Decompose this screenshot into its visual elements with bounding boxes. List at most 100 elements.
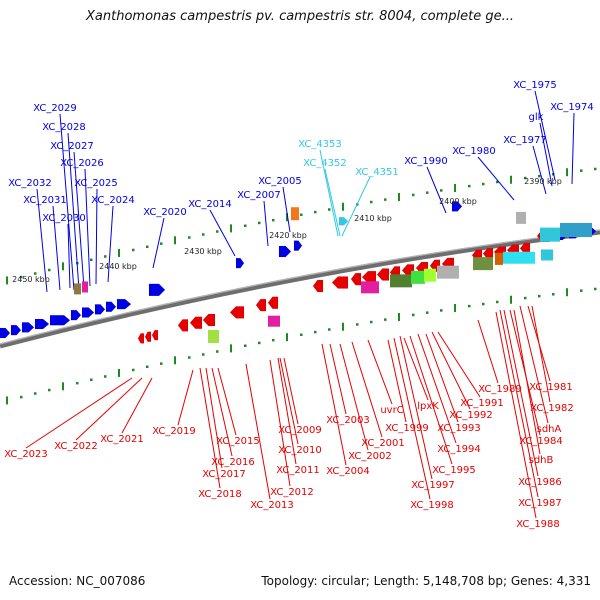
ruler-label-2430-kbp: 2430 kbp — [184, 247, 222, 256]
gene-label-xc-2002[interactable]: XC_2002 — [348, 451, 392, 462]
tick-mark — [440, 309, 443, 312]
leader-line — [417, 333, 457, 444]
forward-gene-arrow — [116, 298, 132, 310]
gene-label-xc-1980[interactable]: XC_1980 — [452, 146, 496, 157]
ruler-label-2450-kbp: 2450 kbp — [12, 275, 50, 284]
tick-mark — [202, 353, 205, 356]
tick-mark — [258, 341, 261, 345]
tick-mark — [216, 350, 219, 353]
tick-mark — [272, 338, 275, 342]
gene-label-xc-2016[interactable]: XC_2016 — [211, 457, 255, 468]
reverse-gene-arrow — [202, 313, 216, 327]
gene-label-xc-1994[interactable]: XC_1994 — [437, 444, 481, 455]
gene-label-xc-1982[interactable]: XC_1982 — [530, 403, 574, 414]
reverse-gene-arrow — [137, 333, 145, 344]
gene-label-xc-2007[interactable]: XC_2007 — [237, 190, 281, 201]
gene-label-xc-1993[interactable]: XC_1993 — [437, 423, 481, 434]
tick-mark — [412, 193, 415, 197]
gene-label-xc-2026[interactable]: XC_2026 — [60, 158, 104, 169]
tick-mark — [468, 304, 471, 308]
gene-label-xc-1981[interactable]: XC_1981 — [529, 382, 573, 393]
gene-label-xc-2012[interactable]: XC_2012 — [270, 487, 314, 498]
gene-label-xc-2032[interactable]: XC_2032 — [8, 178, 52, 189]
ruler-label-2420-kbp: 2420 kbp — [269, 231, 307, 240]
gene-label-xc-1987[interactable]: XC_1987 — [518, 498, 562, 509]
tick-mark — [566, 288, 568, 297]
leader-line — [324, 168, 341, 237]
gene-label-sdhb[interactable]: sdhB — [529, 455, 554, 466]
gene-label-xc-2019[interactable]: XC_2019 — [152, 426, 196, 437]
gene-label-xc-2022[interactable]: XC_2022 — [54, 441, 98, 452]
gene-label-xc-2017[interactable]: XC_2017 — [202, 469, 246, 480]
gene-label-xc-2029[interactable]: XC_2029 — [33, 103, 77, 114]
gene-label-xc-4353[interactable]: XC_4353 — [298, 139, 342, 150]
gene-label-xc-4352[interactable]: XC_4352 — [303, 158, 347, 169]
tick-mark — [454, 304, 456, 313]
leader-line — [499, 309, 539, 498]
gene-label-xc-1986[interactable]: XC_1986 — [518, 477, 562, 488]
gene-label-xc-1988[interactable]: XC_1988 — [516, 519, 560, 530]
gene-label-xc-1999[interactable]: XC_1999 — [385, 423, 429, 434]
gene-label-xc-1984[interactable]: XC_1984 — [519, 436, 563, 447]
gene-label-xc-1989[interactable]: XC_1989 — [478, 384, 522, 395]
gene-label-xc-2003[interactable]: XC_2003 — [326, 415, 370, 426]
tick-mark — [118, 368, 120, 377]
leader-line — [519, 305, 549, 424]
tick-mark — [20, 275, 23, 279]
gene-label-xc-2018[interactable]: XC_2018 — [198, 489, 242, 500]
gene-label-xc-2014[interactable]: XC_2014 — [188, 199, 232, 210]
gene-label-xc-1992[interactable]: XC_1992 — [449, 410, 493, 421]
gene-label-xc-2027[interactable]: XC_2027 — [50, 141, 94, 152]
gene-label-xc-2021[interactable]: XC_2021 — [100, 434, 144, 445]
gene-label-sdha[interactable]: sdhA — [537, 424, 562, 435]
tick-mark — [34, 272, 37, 275]
tick-mark — [272, 218, 275, 222]
gene-label-xc-2009[interactable]: XC_2009 — [278, 425, 322, 436]
gene-label-xc-1991[interactable]: XC_1991 — [460, 398, 504, 409]
gene-label-xc-2010[interactable]: XC_2010 — [278, 445, 322, 456]
tick-mark — [412, 313, 415, 317]
tick-mark — [174, 236, 176, 245]
tick-marks — [6, 167, 597, 405]
gene-label-xc-1977[interactable]: XC_1977 — [503, 135, 547, 146]
genome-summary-text: Topology: circular; Length: 5,148,708 bp… — [261, 574, 591, 588]
gene-label-xc-2011[interactable]: XC_2011 — [276, 465, 320, 476]
tick-mark — [482, 302, 485, 306]
gene-label-xc-1997[interactable]: XC_1997 — [411, 480, 455, 491]
gene-label-xc-2028[interactable]: XC_2028 — [42, 122, 86, 133]
tick-mark — [188, 236, 191, 239]
gene-label-xc-1975[interactable]: XC_1975 — [513, 80, 557, 91]
gene-label-uvrc[interactable]: uvrC — [380, 405, 403, 416]
gene-label-xc-1990[interactable]: XC_1990 — [404, 156, 448, 167]
gene-label-xc-2004[interactable]: XC_2004 — [326, 466, 370, 477]
leader-line — [495, 311, 537, 519]
tick-mark — [370, 320, 373, 324]
gene-label-xc-1995[interactable]: XC_1995 — [432, 465, 476, 476]
gene-label-xc-2005[interactable]: XC_2005 — [258, 176, 302, 187]
gene-label-xc-1998[interactable]: XC_1998 — [410, 500, 454, 511]
tick-mark — [286, 333, 288, 342]
gene-label-xc-2013[interactable]: XC_2013 — [250, 500, 294, 511]
gene-label-glk[interactable]: glk — [529, 112, 544, 123]
tick-mark — [496, 300, 499, 304]
gene-label-xc-2031[interactable]: XC_2031 — [23, 195, 67, 206]
gene-label-xc-2020[interactable]: XC_2020 — [143, 207, 187, 218]
gene-label-xc-2024[interactable]: XC_2024 — [91, 195, 135, 206]
leader-line — [437, 331, 481, 398]
gene-label-xc-2023[interactable]: XC_2023 — [4, 449, 48, 460]
gene-label-xc-2025[interactable]: XC_2025 — [74, 178, 118, 189]
tick-mark — [426, 191, 429, 194]
gene-label-xc-2015[interactable]: XC_2015 — [216, 436, 260, 447]
leader-line — [532, 145, 547, 195]
gene-label-xc-2001[interactable]: XC_2001 — [361, 438, 405, 449]
leader-line — [339, 343, 369, 451]
reverse-gene-arrow — [361, 270, 377, 284]
feature-domain-block — [268, 315, 280, 327]
gene-label-lpxk[interactable]: lpxK — [417, 401, 439, 412]
tick-mark — [328, 208, 331, 211]
leader-line — [199, 367, 221, 489]
gene-label-xc-4351[interactable]: XC_4351 — [355, 167, 399, 178]
gene-label-xc-1974[interactable]: XC_1974 — [550, 102, 594, 113]
leader-line — [177, 369, 194, 426]
gene-label-xc-2030[interactable]: XC_2030 — [42, 213, 86, 224]
